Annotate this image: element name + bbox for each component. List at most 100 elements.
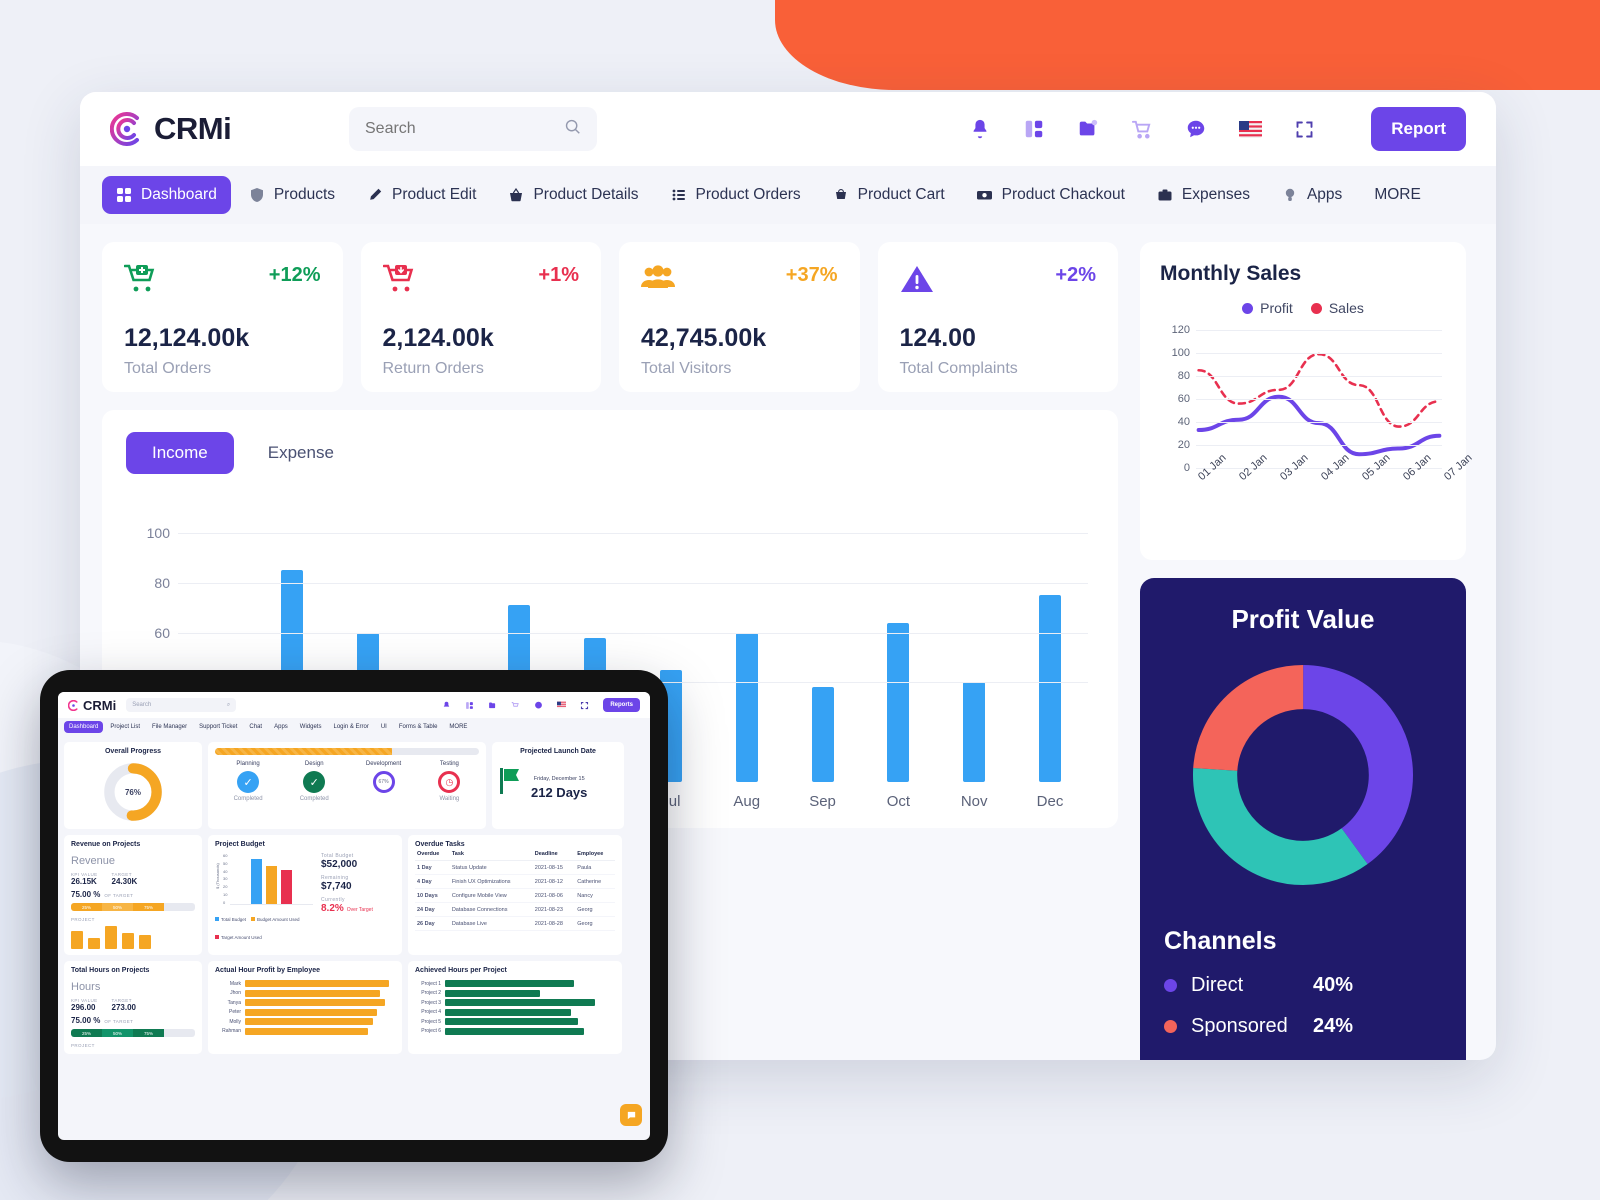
fullscreen-icon[interactable] [580, 701, 589, 710]
budget-bar-budget-amount-used[interactable] [266, 865, 278, 904]
tablet-nav-item-widgets[interactable]: Widgets [299, 724, 322, 730]
kpi-card-return-orders[interactable]: +1% 2,124.00k Return Orders [360, 242, 601, 392]
us-flag-icon[interactable] [557, 701, 567, 710]
table-row[interactable]: 4 Day Finish UX Optimizations 2021-08-12… [415, 874, 615, 889]
tablet-logo[interactable]: CRMi [68, 698, 116, 713]
bar[interactable] [811, 687, 834, 782]
hbar-fill [445, 1027, 585, 1035]
budget-y-tick: 40 [223, 868, 228, 874]
tablet-nav-item-login-error[interactable]: Login & Error [333, 724, 369, 730]
kpi-card-total-complaints[interactable]: +2% 124.00 Total Complaints [877, 242, 1118, 392]
bulb-icon [1282, 187, 1298, 203]
revenue-mini-bar [139, 934, 151, 949]
hbar-row: Mark [215, 980, 395, 987]
chat-icon[interactable] [534, 701, 543, 710]
table-row[interactable]: 24 Day Database Connections 2021-08-23 G… [415, 902, 615, 917]
tablet-nav-item-forms-table[interactable]: Forms & Table [398, 724, 438, 730]
kpi-change: +37% [785, 264, 838, 286]
tab-expense[interactable]: Expense [267, 443, 334, 462]
budget-legend-item: Budget Amount Used [251, 917, 300, 922]
revenue-mini-bar [122, 932, 134, 949]
us-flag-icon[interactable] [1237, 116, 1263, 142]
bar[interactable] [887, 622, 910, 782]
chat-icon[interactable] [1183, 116, 1209, 142]
cart-icon[interactable] [1129, 116, 1155, 142]
target-label: TARGET [111, 998, 132, 1003]
bar-column[interactable] [709, 508, 785, 782]
tablet-nav-item-ui[interactable]: UI [380, 724, 387, 730]
legend-sales[interactable]: Sales [1310, 300, 1364, 316]
tablet-nav-item-project-list[interactable]: Project List [110, 724, 141, 730]
budget-bar-target-amount-used[interactable] [281, 870, 293, 904]
card-title: Overdue Tasks [415, 841, 465, 848]
kpi-card-total-visitors[interactable]: +37% 42,745.00k Total Visitors [619, 242, 860, 392]
channel-name: Direct [1191, 974, 1244, 996]
overall-progress-card: Overall Progress 76% [64, 742, 202, 829]
hbar-row: Tanya [215, 999, 395, 1006]
table-row[interactable]: 10 Days Configure Mobile View 2021-08-06… [415, 888, 615, 903]
bar[interactable] [735, 632, 758, 782]
tablet-nav-item-more[interactable]: MORE [449, 724, 468, 730]
folder-icon[interactable] [488, 701, 497, 710]
bar[interactable] [963, 682, 986, 782]
hbar-label: Mark [229, 980, 241, 987]
nav-item-dashboard[interactable]: Dashboard [102, 176, 231, 214]
fullscreen-icon[interactable] [1291, 116, 1317, 142]
kpi-label: Total Complaints [899, 360, 1018, 377]
nav-item-products[interactable]: Products [235, 176, 349, 214]
x-axis-label: Oct [886, 793, 911, 810]
search-box[interactable] [349, 107, 597, 151]
grid-line [1196, 353, 1442, 354]
nav-item-product-details[interactable]: Product Details [494, 176, 652, 214]
nav-item-apps[interactable]: Apps [1268, 176, 1356, 214]
search-input[interactable] [365, 120, 535, 138]
bar[interactable] [1039, 595, 1062, 782]
table-row[interactable]: 26 Day Database Live 2021-08-28 Georg [415, 916, 615, 931]
donut-slice-sponsored[interactable] [1192, 664, 1414, 886]
dashboard-grid-icon[interactable] [465, 701, 474, 710]
tablet-body: Overall Progress 76% Planning ✓ Completed [58, 736, 650, 1060]
nav-item-more[interactable]: MORE [1360, 176, 1435, 214]
legend-label: Sales [1328, 300, 1364, 316]
tablet-search-input[interactable]: Search ⌕ [126, 698, 237, 712]
donut-slice-direct[interactable] [1192, 664, 1414, 886]
app-logo[interactable]: CRMi [109, 111, 325, 147]
bell-icon[interactable] [967, 116, 993, 142]
tablet-reports-button[interactable]: Reports [603, 698, 640, 712]
bar-column[interactable] [785, 508, 861, 782]
dashboard-grid-icon[interactable] [1021, 116, 1047, 142]
nav-item-product-edit[interactable]: Product Edit [353, 176, 490, 214]
phases-card: Planning ✓ Completed Design ✓ Completed Deve… [208, 742, 486, 829]
bell-icon[interactable] [442, 701, 451, 710]
search-icon[interactable] [564, 118, 581, 140]
bar-column[interactable] [1012, 508, 1088, 782]
nav-item-expenses[interactable]: Expenses [1143, 176, 1264, 214]
legend-profit[interactable]: Profit [1242, 300, 1293, 316]
tablet-nav-item-chat[interactable]: Chat [249, 724, 263, 730]
nav-item-product-cart[interactable]: Product Cart [819, 176, 959, 214]
tablet-nav-item-apps[interactable]: Apps [274, 724, 288, 730]
folder-icon[interactable] [1075, 116, 1101, 142]
phase-planning: Planning ✓ Completed [234, 761, 263, 802]
tablet-nav-item-dashboard[interactable]: Dashboard [64, 721, 104, 733]
bar-column[interactable] [860, 508, 936, 782]
cell-task: Status Update [449, 860, 533, 875]
channel-row-sponsored: Sponsored 24% [1164, 1015, 1442, 1038]
cart-icon[interactable] [511, 701, 520, 710]
project-label: PROJECT [71, 1043, 95, 1048]
donut-slice-organic[interactable] [1192, 664, 1414, 886]
report-button[interactable]: Report [1371, 107, 1466, 151]
tablet-nav-item-support-ticket[interactable]: Support Ticket [199, 724, 238, 730]
chat-fab-button[interactable] [620, 1104, 642, 1126]
tablet-nav-item-file-manager[interactable]: File Manager [152, 724, 188, 730]
kpi-label: Total Visitors [641, 360, 732, 377]
hbar-row: Project 2 [415, 989, 615, 997]
tab-income[interactable]: Income [126, 432, 234, 474]
bar-column[interactable] [936, 508, 1012, 782]
nav-item-product-orders[interactable]: Product Orders [657, 176, 815, 214]
nav-item-product-chackout[interactable]: Product Chackout [963, 176, 1139, 214]
budget-bar-total-budget[interactable] [251, 858, 263, 904]
table-row[interactable]: 1 Day Status Update 2021-08-15 Paula [415, 860, 615, 875]
kpi-card-total-orders[interactable]: +12% 12,124.00k Total Orders [102, 242, 343, 392]
table-body: 1 Day Status Update 2021-08-15 Paula 4 Da… [415, 860, 615, 931]
